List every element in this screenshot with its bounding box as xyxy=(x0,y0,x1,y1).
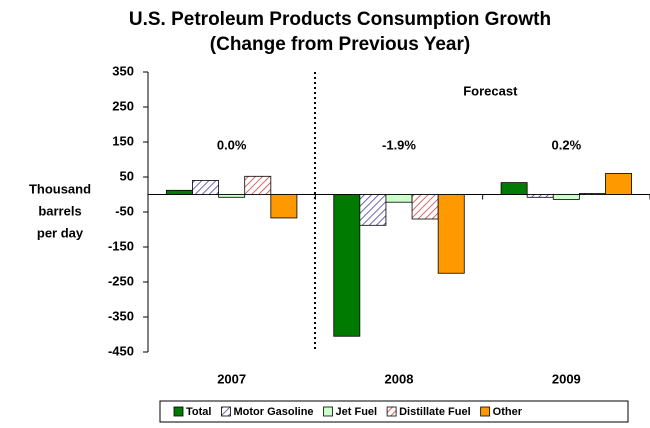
y-tick-label: 250 xyxy=(112,98,134,113)
y-tick-label: -50 xyxy=(115,203,134,218)
x-tick-label: 2007 xyxy=(217,371,246,386)
y-axis-label: per day xyxy=(37,225,84,240)
y-tick-label: -250 xyxy=(108,273,134,288)
bar xyxy=(166,189,193,195)
y-tick-label: -450 xyxy=(108,343,134,358)
legend-label: Other xyxy=(493,406,523,418)
bar xyxy=(578,193,606,195)
y-axis-label: barrels xyxy=(38,203,81,218)
legend-label: Jet Fuel xyxy=(336,406,378,418)
bar xyxy=(552,194,580,200)
legend-label: Distillate Fuel xyxy=(399,406,471,418)
legend-swatch xyxy=(386,406,397,417)
category-note: 0.0% xyxy=(217,137,247,152)
category-note: -1.9% xyxy=(382,137,416,152)
y-tick-label: -350 xyxy=(108,308,134,323)
bar xyxy=(270,194,298,219)
bar xyxy=(605,173,632,195)
bar xyxy=(244,175,272,195)
x-tick-label: 2008 xyxy=(385,371,414,386)
x-tick-label: 2009 xyxy=(552,371,581,386)
bar xyxy=(411,194,439,220)
bar xyxy=(218,194,246,198)
bar xyxy=(333,194,361,337)
forecast-label: Forecast xyxy=(463,83,518,98)
legend-label: Total xyxy=(186,406,211,418)
y-tick-label: 150 xyxy=(112,133,134,148)
legend-swatch xyxy=(323,406,333,417)
y-axis-label: Thousand xyxy=(29,181,91,196)
bar xyxy=(385,194,413,203)
y-tick-label: 350 xyxy=(112,63,134,78)
chart-title: U.S. Petroleum Products Consumption Grow… xyxy=(129,9,551,30)
legend-swatch xyxy=(480,406,491,417)
category-note: 0.2% xyxy=(552,137,582,152)
bar xyxy=(526,194,554,198)
legend-swatch xyxy=(173,406,184,417)
bar xyxy=(500,182,528,195)
bar xyxy=(437,194,465,274)
chart-title: (Change from Previous Year) xyxy=(210,34,470,55)
bar xyxy=(359,194,387,226)
legend-label: Motor Gasoline xyxy=(233,406,313,418)
y-tick-label: 50 xyxy=(120,168,134,183)
bar xyxy=(192,180,220,195)
y-tick-label: -150 xyxy=(108,238,134,253)
legend-swatch xyxy=(221,406,231,417)
